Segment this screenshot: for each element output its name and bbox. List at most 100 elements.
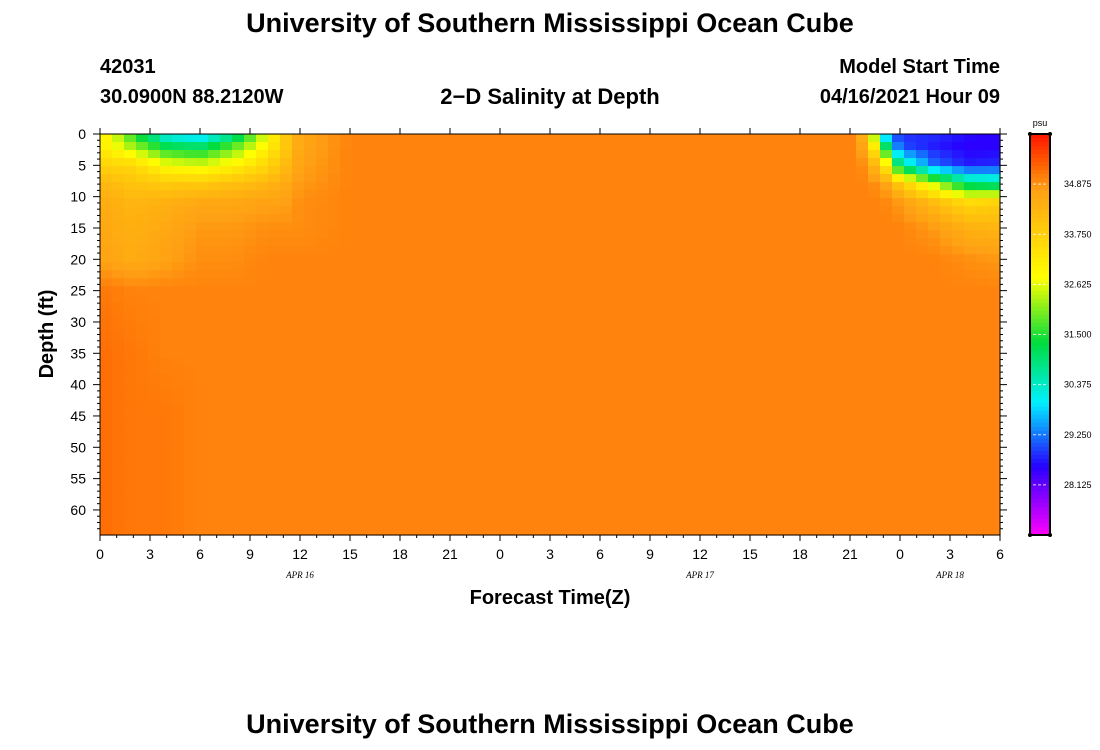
heatmap-cell (940, 278, 953, 287)
heatmap-cell (460, 254, 473, 263)
heatmap-cell (868, 206, 881, 215)
heatmap-cell (472, 438, 485, 448)
heatmap-cell (148, 398, 161, 408)
heatmap-cell (784, 302, 797, 312)
heatmap-cell (616, 430, 629, 440)
heatmap-cell (124, 294, 137, 304)
colorbar-segment (1030, 402, 1050, 408)
heatmap-cell (796, 302, 809, 312)
heatmap-cell (220, 158, 233, 167)
heatmap-cell (376, 222, 389, 231)
heatmap-cell (424, 294, 437, 304)
heatmap-cell (400, 222, 413, 231)
heatmap-cell (736, 166, 749, 175)
heatmap-cell (844, 318, 857, 328)
heatmap-cell (700, 358, 713, 368)
heatmap-cell (208, 166, 221, 175)
heatmap-cell (988, 430, 1001, 440)
heatmap-cell (748, 278, 761, 287)
heatmap-cell (952, 390, 965, 400)
colorbar-segment (1030, 518, 1050, 524)
heatmap-cell (208, 502, 221, 512)
heatmap-cell (256, 478, 269, 488)
heatmap-cell (232, 398, 245, 408)
heatmap-cell (652, 286, 665, 295)
heatmap-cell (508, 438, 521, 448)
heatmap-cell (388, 294, 401, 304)
heatmap-cell (988, 310, 1001, 320)
heatmap-cell (376, 446, 389, 456)
heatmap-cell (400, 414, 413, 424)
heatmap-cell (904, 382, 917, 392)
heatmap-cell (424, 230, 437, 239)
heatmap-cell (664, 134, 677, 143)
heatmap-cell (436, 262, 449, 271)
heatmap-cell (520, 494, 533, 504)
heatmap-cell (640, 150, 653, 159)
heatmap-cell (244, 286, 257, 295)
heatmap-cell (904, 374, 917, 384)
heatmap-cell (652, 326, 665, 336)
heatmap-cell (172, 278, 185, 287)
heatmap-cell (736, 198, 749, 207)
heatmap-cell (748, 390, 761, 400)
heatmap-cell (256, 470, 269, 480)
heatmap-cell (664, 478, 677, 488)
heatmap-cell (904, 494, 917, 504)
heatmap-cell (832, 526, 845, 536)
y-tick-label: 60 (70, 502, 86, 518)
colorbar-segment (1030, 134, 1050, 139)
heatmap-cell (580, 326, 593, 336)
heatmap-cell (508, 390, 521, 400)
heatmap-cell (760, 462, 773, 472)
heatmap-cell (544, 134, 557, 143)
heatmap-cell (544, 406, 557, 416)
heatmap-cell (868, 142, 881, 151)
heatmap-cell (364, 446, 377, 456)
heatmap-cell (988, 134, 1001, 143)
heatmap-cell (316, 166, 329, 175)
heatmap-cell (868, 398, 881, 408)
heatmap-cell (796, 198, 809, 207)
heatmap-cell (196, 422, 209, 432)
heatmap-cell (244, 254, 257, 263)
heatmap-cell (496, 398, 509, 408)
heatmap-cell (556, 294, 569, 304)
heatmap-cell (436, 454, 449, 464)
heatmap-cell (808, 278, 821, 287)
heatmap-cell (136, 190, 149, 199)
heatmap-cell (364, 310, 377, 320)
heatmap-cell (556, 318, 569, 328)
heatmap-cell (304, 414, 317, 424)
heatmap-cell (616, 158, 629, 167)
heatmap-cell (976, 526, 989, 536)
heatmap-cell (148, 518, 161, 528)
heatmap-cell (592, 238, 605, 247)
heatmap-cell (772, 454, 785, 464)
heatmap-cell (820, 454, 833, 464)
y-tick-label: 0 (78, 126, 86, 142)
heatmap-cell (112, 526, 125, 536)
heatmap-cell (616, 358, 629, 368)
heatmap-cell (148, 238, 161, 247)
heatmap-cell (460, 294, 473, 304)
heatmap-cell (904, 342, 917, 352)
heatmap-cell (844, 398, 857, 408)
heatmap-cell (364, 406, 377, 416)
heatmap-cell (268, 270, 281, 279)
heatmap-cell (508, 446, 521, 456)
heatmap-cell (544, 294, 557, 304)
heatmap-cell (160, 222, 173, 231)
heatmap-cell (364, 166, 377, 175)
heatmap-cell (544, 414, 557, 424)
heatmap-cell (232, 238, 245, 247)
heatmap-cell (880, 374, 893, 384)
heatmap-cell (160, 150, 173, 159)
heatmap-cell (424, 494, 437, 504)
heatmap-cell (244, 198, 257, 207)
heatmap-cell (340, 238, 353, 247)
heatmap-cell (976, 142, 989, 151)
y-tick-label: 30 (70, 314, 86, 330)
heatmap-cell (388, 414, 401, 424)
heatmap-cell (928, 302, 941, 312)
